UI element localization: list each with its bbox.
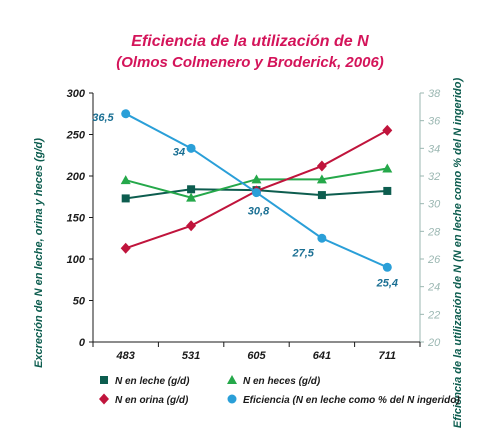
y-axis-left-label: Excreción de N en leche, orina y heces (…: [33, 138, 45, 368]
legend-label: N en heces (g/d): [243, 376, 321, 387]
chart-title: Eficiencia de la utilización de N: [131, 33, 369, 50]
y-axis-right-label: Eficiencia de la utilización de N (N en …: [452, 78, 464, 429]
x-tick-label: 711: [379, 350, 397, 362]
legend-item: Eficiencia (N en leche como % del N inge…: [227, 394, 460, 406]
x-tick-label: 483: [116, 350, 135, 362]
data-labels: 36,5 34 30,8 27,5 25,4: [92, 112, 398, 290]
marker-triangle: [251, 174, 262, 184]
x-tick-label: 531: [182, 350, 200, 362]
axes: [89, 92, 424, 347]
tick-labels: 0 50 100 150 200 250 300 20 22 24 26 28 30 32 34 36 38 48…: [66, 88, 441, 362]
marker-square: [317, 191, 326, 200]
marker-diamond: [120, 242, 131, 254]
marker-triangle: [316, 174, 327, 184]
marker-triangle: [120, 175, 131, 185]
marker-square: [100, 376, 108, 384]
y-right-tick-label: 26: [427, 254, 441, 266]
y-left-tick-label: 200: [66, 171, 86, 183]
legend: N en leche (g/d) N en heces (g/d) N en ori…: [99, 375, 460, 406]
marker-triangle: [382, 163, 393, 173]
y-right-tick-label: 30: [428, 199, 441, 211]
y-left-tick-label: 300: [67, 88, 86, 100]
y-left-tick-label: 50: [73, 296, 86, 308]
legend-item: N en orina (g/d): [99, 393, 189, 406]
marker-triangle: [186, 192, 197, 202]
y-right-tick-label: 24: [427, 282, 440, 294]
y-left-tick-label: 150: [67, 213, 86, 225]
marker-circle: [252, 188, 261, 198]
y-left-tick-label: 250: [66, 130, 86, 142]
data-label: 36,5: [92, 112, 114, 124]
legend-label: N en orina (g/d): [115, 395, 189, 406]
chart-subtitle: (Olmos Colmenero y Broderick, 2006): [116, 54, 384, 71]
marker-square: [121, 194, 130, 203]
data-label: 34: [173, 146, 185, 158]
y-right-tick-label: 36: [428, 116, 441, 128]
marker-circle: [186, 143, 196, 153]
marker-circle: [317, 233, 327, 243]
marker-circle: [121, 109, 131, 119]
legend-label: Eficiencia (N en leche como % del N inge…: [243, 395, 460, 406]
y-right-tick-label: 28: [427, 226, 441, 238]
legend-item: N en leche (g/d): [100, 376, 190, 387]
data-label: 25,4: [376, 277, 398, 289]
marker-circle: [227, 394, 237, 404]
marker-square: [187, 185, 196, 194]
marker-diamond: [382, 124, 393, 136]
series-layer: [120, 109, 393, 272]
legend-label: N en leche (g/d): [115, 376, 190, 387]
y-right-tick-label: 32: [428, 171, 440, 183]
y-right-tick-label: 38: [428, 88, 441, 100]
y-left-tick-label: 100: [67, 254, 86, 266]
marker-diamond: [186, 220, 197, 232]
marker-diamond: [316, 160, 327, 172]
legend-item: N en heces (g/d): [227, 375, 321, 387]
y-right-tick-label: 20: [427, 337, 441, 349]
series-2: [120, 163, 393, 202]
y-left-tick-label: 0: [79, 337, 86, 349]
marker-diamond: [99, 393, 109, 405]
y-right-tick-label: 34: [428, 143, 440, 155]
data-label: 27,5: [291, 247, 314, 259]
series-4: [121, 109, 392, 272]
y-right-tick-label: 22: [427, 309, 440, 321]
marker-triangle: [227, 375, 237, 384]
marker-circle: [382, 262, 392, 272]
data-label: 30,8: [248, 206, 270, 218]
marker-square: [383, 186, 392, 195]
x-tick-label: 605: [247, 350, 266, 362]
x-tick-label: 641: [313, 350, 331, 362]
